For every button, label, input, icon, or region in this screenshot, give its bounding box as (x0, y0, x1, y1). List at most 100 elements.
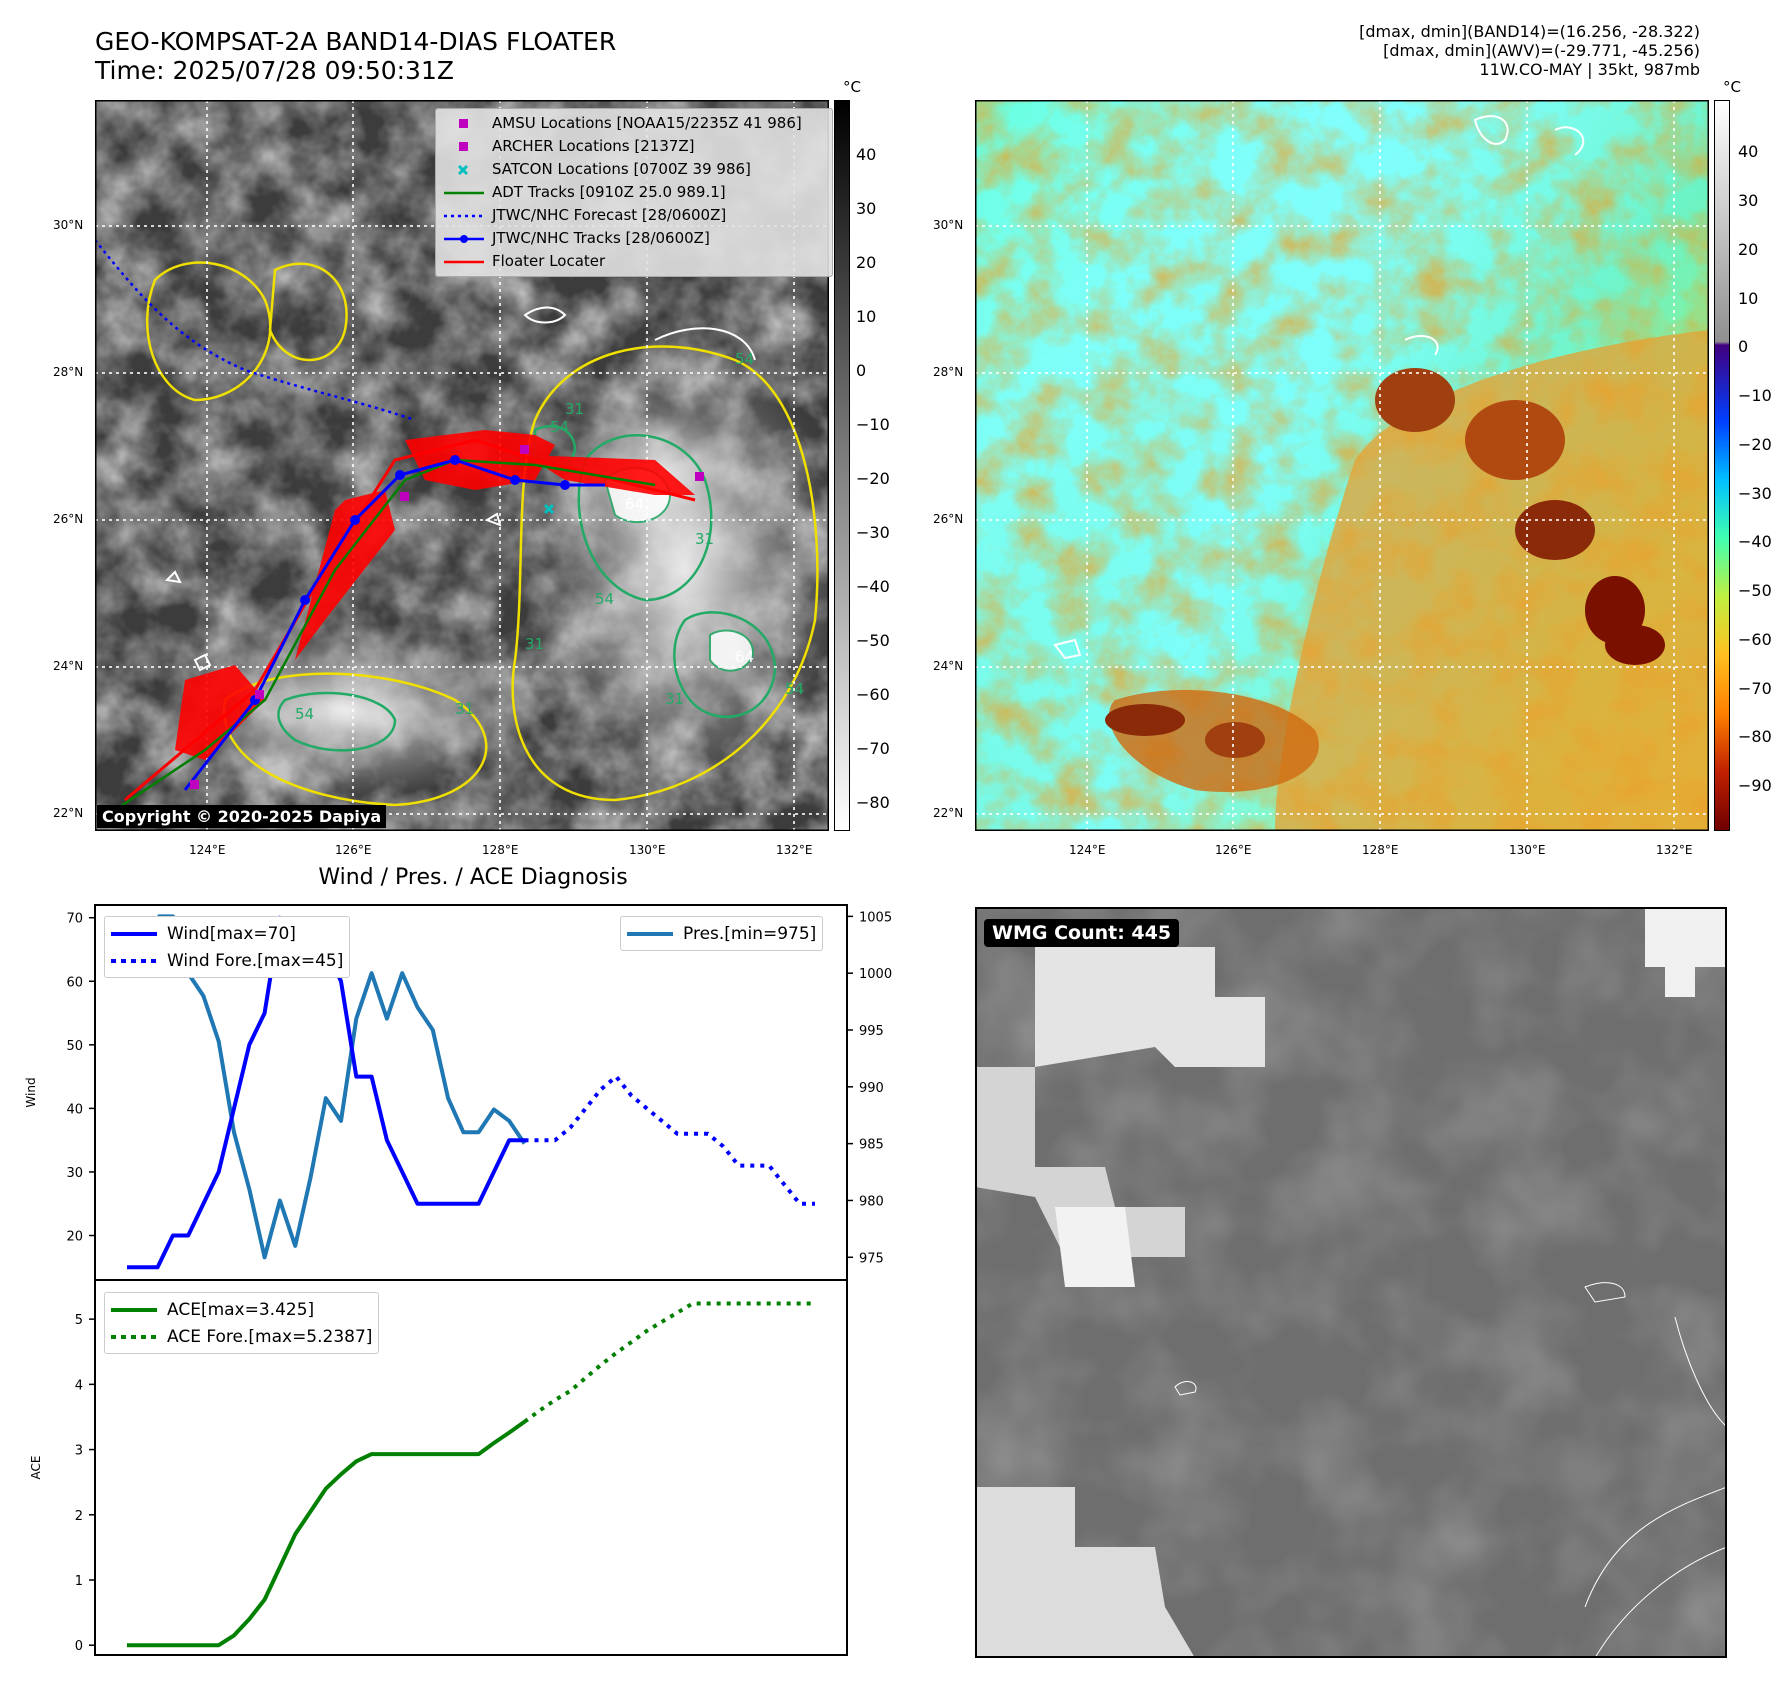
legend-archer: ARCHER Locations [2137Z] (442, 135, 826, 158)
awv-colorbar-ticks: 40 30 20 10 0 −10 −20 −30 −40 −50 −60 −7… (1738, 100, 1788, 831)
colorbar-tick: −40 (856, 577, 890, 596)
title-line-2: Time: 2025/07/28 09:50:31Z (95, 56, 454, 85)
lon-label: 130°E (1509, 843, 1546, 857)
lon-label: 128°E (482, 843, 519, 857)
ir-map-frame (95, 100, 829, 831)
title-line-1: GEO-KOMPSAT-2A BAND14-DIAS FLOATER (95, 27, 617, 56)
pressure-ytick-label: 1005 (859, 910, 892, 925)
diag-line-1: [dmax, dmin](BAND14)=(16.256, -28.322) (1359, 22, 1700, 41)
pressure-ytick-label: 990 (859, 1081, 884, 1096)
copyright-badge: Copyright © 2020-2025 Dapiya (97, 805, 387, 828)
ace-ytick-label: 4 (75, 1378, 83, 1393)
ace-ylabel: ACE (29, 1456, 43, 1480)
ace-ytick-label: 1 (75, 1574, 83, 1589)
ace-axes-frame (94, 1279, 848, 1656)
wmg-bright-pixels (975, 907, 1727, 1658)
colorbar-tick: −50 (1738, 581, 1772, 600)
colorbar-tick: −70 (856, 739, 890, 758)
lat-label: 26°N (933, 512, 964, 526)
legend-ace-forecast: ACE Fore.[max=5.2387] (111, 1323, 372, 1350)
colorbar-tick: −30 (1738, 484, 1772, 503)
lat-label: 30°N (933, 218, 964, 232)
colorbar-tick: 10 (856, 307, 877, 326)
wind-pres-ace-chart: 203040506070Wind97598098599099510001005P… (24, 904, 892, 1656)
pressure-ytick-label: 995 (859, 1024, 884, 1039)
track-legend: AMSU Locations [NOAA15/2235Z 41 986] ARC… (435, 108, 833, 277)
wind-ytick-label: 20 (66, 1230, 83, 1245)
diag-line-3: 11W.CO-MAY | 35kt, 987mb (1479, 60, 1700, 79)
colorbar-tick: 40 (856, 145, 877, 164)
wind-ytick-label: 30 (66, 1166, 83, 1181)
pressure-ytick-label: 985 (859, 1138, 884, 1153)
jtwc-forecast-track (95, 239, 416, 422)
colorbar-tick: 30 (856, 199, 877, 218)
lat-label: 24°N (53, 659, 84, 673)
pressure-ytick-label: 975 (859, 1251, 884, 1266)
colorbar-tick: −10 (856, 415, 890, 434)
lon-label: 128°E (1362, 843, 1399, 857)
adt-track (114, 458, 656, 812)
legend-pressure: Pres.[min=975] (627, 920, 816, 947)
colorbar-tick: −60 (1738, 630, 1772, 649)
wind-forecast-line (524, 1074, 815, 1206)
legend-wind-forecast: Wind Fore.[max=45] (111, 947, 343, 974)
legend-amsu: AMSU Locations [NOAA15/2235Z 41 986] (442, 112, 826, 135)
ir-colorbar (834, 100, 850, 831)
wmg-frame (975, 907, 1727, 1658)
diag-line-2: [dmax, dmin](AWV)=(-29.771, -45.256) (1383, 41, 1700, 60)
lat-label: 28°N (933, 365, 964, 379)
ace-forecast-line (523, 1301, 815, 1424)
colorbar-tick: −20 (856, 469, 890, 488)
lat-label: 30°N (53, 218, 84, 232)
pressure-legend: Pres.[min=975] (620, 916, 824, 951)
lat-label: 26°N (53, 512, 84, 526)
legend-floater: Floater Locater (444, 252, 606, 270)
wmg-panel (975, 907, 1727, 1658)
colorbar-tick: −50 (856, 631, 890, 650)
colorbar-tick: 20 (1738, 240, 1759, 259)
contour-31 (146, 261, 819, 807)
wind-ytick-label: 60 (66, 975, 83, 990)
lat-label: 28°N (53, 365, 84, 379)
colorbar-tick: 30 (1738, 191, 1759, 210)
colorbar-tick: −40 (1738, 532, 1772, 551)
wmg-coastlines (1174, 1282, 1727, 1658)
colorbar-tick: 0 (856, 361, 867, 380)
colorbar-tick: −60 (856, 685, 890, 704)
lon-label: 124°E (1069, 843, 1106, 857)
pressure-ytick-label: 980 (859, 1194, 884, 1209)
lon-label: 126°E (1215, 843, 1252, 857)
figure-title: GEO-KOMPSAT-2A BAND14-DIAS FLOATER Time:… (95, 27, 616, 85)
lon-label: 124°E (189, 843, 226, 857)
satcon-markers (543, 503, 555, 515)
legend-jtwc-forecast: JTWC/NHC Forecast [28/0600Z] (444, 206, 727, 224)
colorbar-unit: °C (843, 78, 861, 96)
wind-ytick-label: 50 (66, 1039, 83, 1054)
colorbar-tick: 20 (856, 253, 877, 272)
ace-ytick-label: 3 (75, 1444, 83, 1459)
wind-legend: Wind[max=70] Wind Fore.[max=45] (104, 916, 351, 978)
colorbar-tick: 10 (1738, 289, 1759, 308)
colorbar-tick: −30 (856, 523, 890, 542)
diagnosis-title: Wind / Pres. / ACE Diagnosis (318, 865, 628, 890)
lon-label: 132°E (1656, 843, 1693, 857)
ace-ytick-label: 2 (75, 1509, 83, 1524)
awv-map-panel (975, 100, 1709, 831)
colorbar-tick: 0 (1738, 337, 1749, 356)
legend-wind: Wind[max=70] (111, 920, 343, 947)
lat-label: 24°N (933, 659, 964, 673)
ace-ytick-label: 0 (75, 1639, 83, 1654)
colorbar-unit: °C (1723, 78, 1741, 96)
jtwc-best-track (183, 455, 605, 791)
awv-map-frame (975, 100, 1709, 831)
colorbar-tick: −20 (1738, 435, 1772, 454)
colorbar-tick: −70 (1738, 679, 1772, 698)
lon-label: 132°E (776, 843, 813, 857)
awv-convective-cells (1105, 330, 1709, 831)
lon-label: 126°E (335, 843, 372, 857)
lat-label: 22°N (933, 806, 964, 820)
wind-ytick-label: 70 (66, 912, 83, 927)
contour-54 (277, 424, 777, 752)
pressure-line (157, 914, 527, 1260)
colorbar-tick: −80 (856, 793, 890, 812)
